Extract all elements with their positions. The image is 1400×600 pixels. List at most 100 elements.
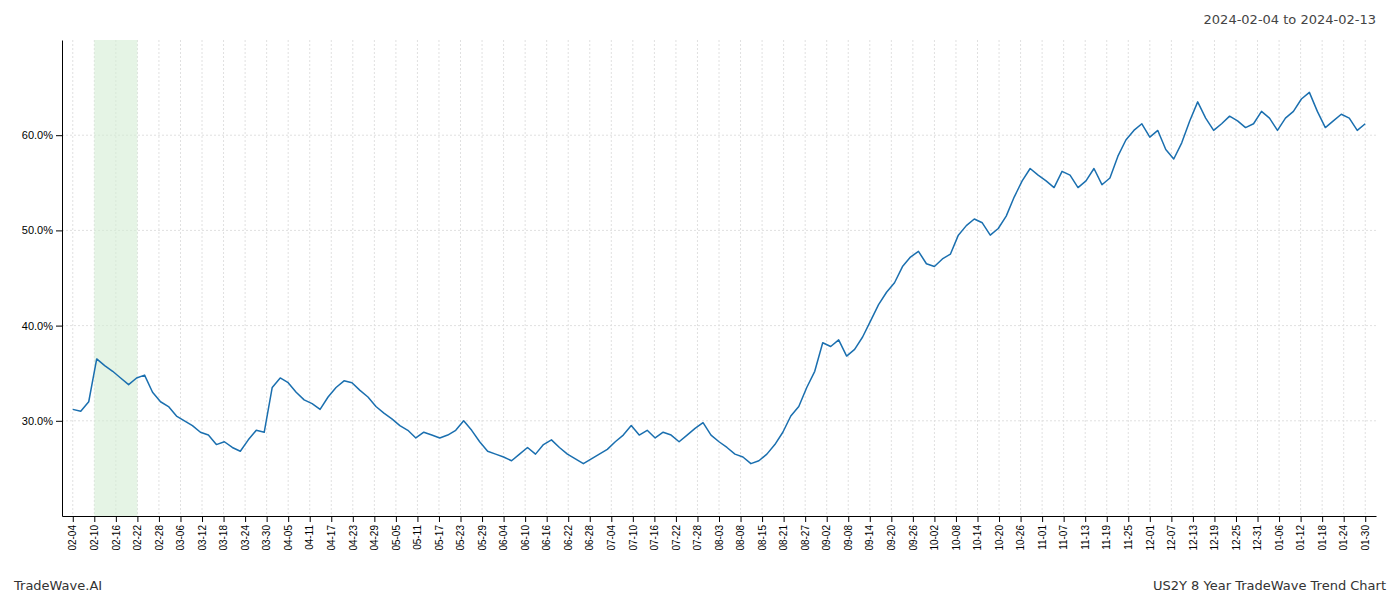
tick: 01-24 <box>1338 516 1349 551</box>
tick-mark <box>633 516 634 522</box>
tick: 07-04 <box>606 516 617 551</box>
tick-label: 02-22 <box>132 525 143 551</box>
tick-label: 11-19 <box>1101 525 1112 550</box>
grid-line <box>1020 40 1021 516</box>
grid-line <box>783 40 784 516</box>
grid-line <box>1279 40 1280 516</box>
tick-mark <box>1258 516 1259 522</box>
tick-label: 06-10 <box>520 525 531 551</box>
tick-mark <box>224 516 225 522</box>
grid-line <box>1343 40 1344 516</box>
tick-mark <box>913 516 914 522</box>
tick-mark <box>827 516 828 522</box>
grid-line <box>1063 40 1064 516</box>
tick-mark <box>137 516 138 522</box>
grid-line <box>869 40 870 516</box>
tick: 01-12 <box>1295 516 1306 551</box>
grid-line <box>158 40 159 516</box>
tick-label: 05-17 <box>434 525 445 551</box>
tick-mark <box>439 516 440 522</box>
grid-line <box>62 135 1376 136</box>
tick: 10-02 <box>929 516 940 551</box>
tick-mark <box>848 516 849 522</box>
tick: 08-21 <box>778 516 789 551</box>
tick: 07-28 <box>692 516 703 551</box>
tick-label: 08-15 <box>757 525 768 551</box>
grid-line <box>697 40 698 516</box>
tick-label: 04-05 <box>283 525 294 551</box>
tick: 05-05 <box>391 516 402 551</box>
tick: 12-01 <box>1145 516 1156 551</box>
grid-line <box>632 40 633 516</box>
tick-label: 03-30 <box>261 525 272 551</box>
grid-line <box>1149 40 1150 516</box>
tick-label: 05-23 <box>455 525 466 551</box>
tick-label: 09-26 <box>908 525 919 551</box>
grid-line <box>891 40 892 516</box>
tick: 60.0% <box>22 129 62 141</box>
grid-line <box>1085 40 1086 516</box>
tick-mark <box>396 516 397 522</box>
tick-mark <box>568 516 569 522</box>
tick: 06-22 <box>563 516 574 551</box>
tick-mark <box>353 516 354 522</box>
tick-label: 02-16 <box>111 525 122 551</box>
tick: 12-07 <box>1166 516 1177 551</box>
tick: 11-19 <box>1101 516 1112 550</box>
tick-mark <box>1193 516 1194 522</box>
tick-label: 07-04 <box>606 525 617 551</box>
grid-line <box>460 40 461 516</box>
tick-label: 02-10 <box>89 525 100 551</box>
tick-label: 07-28 <box>692 525 703 551</box>
tick-mark <box>482 516 483 522</box>
tick: 08-03 <box>714 516 725 551</box>
grid-line <box>202 40 203 516</box>
tick-label: 03-12 <box>197 525 208 551</box>
tick-mark <box>56 326 62 327</box>
tick: 01-30 <box>1360 516 1371 551</box>
tick-mark <box>977 516 978 522</box>
tick-mark <box>676 516 677 522</box>
tick-label: 08-08 <box>735 525 746 551</box>
tick-label: 60.0% <box>22 129 53 141</box>
tick-label: 12-25 <box>1231 525 1242 551</box>
tick: 07-10 <box>628 516 639 551</box>
tick-mark <box>1344 516 1345 522</box>
tick-label: 08-21 <box>778 525 789 551</box>
tick-mark <box>310 516 311 522</box>
tick-mark <box>73 516 74 522</box>
tick-mark <box>1322 516 1323 522</box>
chart: 02-0402-1002-1602-2202-2803-0603-1203-18… <box>0 0 1400 600</box>
grid <box>62 40 1376 516</box>
annotation: US2Y 8 Year TradeWave Trend Chart <box>1153 578 1386 593</box>
tick-mark <box>94 516 95 522</box>
tick-mark <box>1171 516 1172 522</box>
grid-line <box>395 40 396 516</box>
tick-mark <box>1085 516 1086 522</box>
grid-line <box>977 40 978 516</box>
tick-label: 50.0% <box>22 224 53 236</box>
tick-label: 01-12 <box>1295 525 1306 551</box>
tick-label: 08-03 <box>714 525 725 551</box>
tick-label: 10-08 <box>951 525 962 551</box>
annotation: TradeWave.AI <box>13 578 102 593</box>
grid-line <box>417 40 418 516</box>
grid-line <box>72 40 73 516</box>
tick: 04-17 <box>326 516 337 551</box>
grid-line <box>1257 40 1258 516</box>
tick: 01-18 <box>1317 516 1328 551</box>
tick-mark <box>417 516 418 522</box>
tick-mark <box>56 421 62 422</box>
grid-line <box>1042 40 1043 516</box>
tick-mark <box>202 516 203 522</box>
tick-label: 11-07 <box>1058 525 1069 550</box>
tick-mark <box>547 516 548 522</box>
tick: 09-14 <box>864 516 875 551</box>
grid-line <box>719 40 720 516</box>
tick-mark <box>697 516 698 522</box>
shaded-region <box>94 40 137 516</box>
grid-line <box>1171 40 1172 516</box>
tick-mark <box>1064 516 1065 522</box>
tick-label: 12-31 <box>1252 525 1263 551</box>
tick-mark <box>180 516 181 522</box>
